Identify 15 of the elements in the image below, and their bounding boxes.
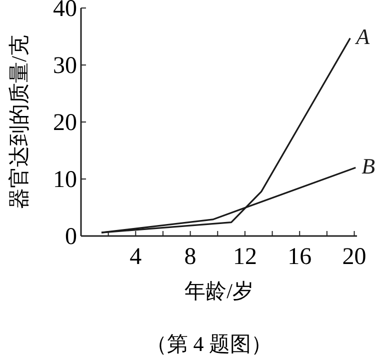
y-axis-title: 器官达到的质量/克 (7, 35, 31, 209)
series-label: A (354, 24, 370, 50)
x-tick-label: 8 (184, 244, 196, 270)
series-label: B (362, 154, 376, 179)
x-tick-label: 20 (342, 244, 366, 270)
y-tick-label: 0 (65, 224, 77, 250)
y-tick-label: 40 (53, 0, 77, 22)
x-tick-label: 4 (130, 244, 142, 270)
y-tick-label: 20 (53, 110, 77, 136)
y-tick-label: 10 (53, 167, 77, 193)
x-axis-title: 年龄/岁 (184, 279, 254, 303)
y-tick-label: 30 (53, 53, 77, 79)
text: （第 4 题图） (146, 332, 272, 356)
x-tick-label: 12 (232, 244, 257, 270)
x-tick-label: 16 (288, 244, 312, 270)
